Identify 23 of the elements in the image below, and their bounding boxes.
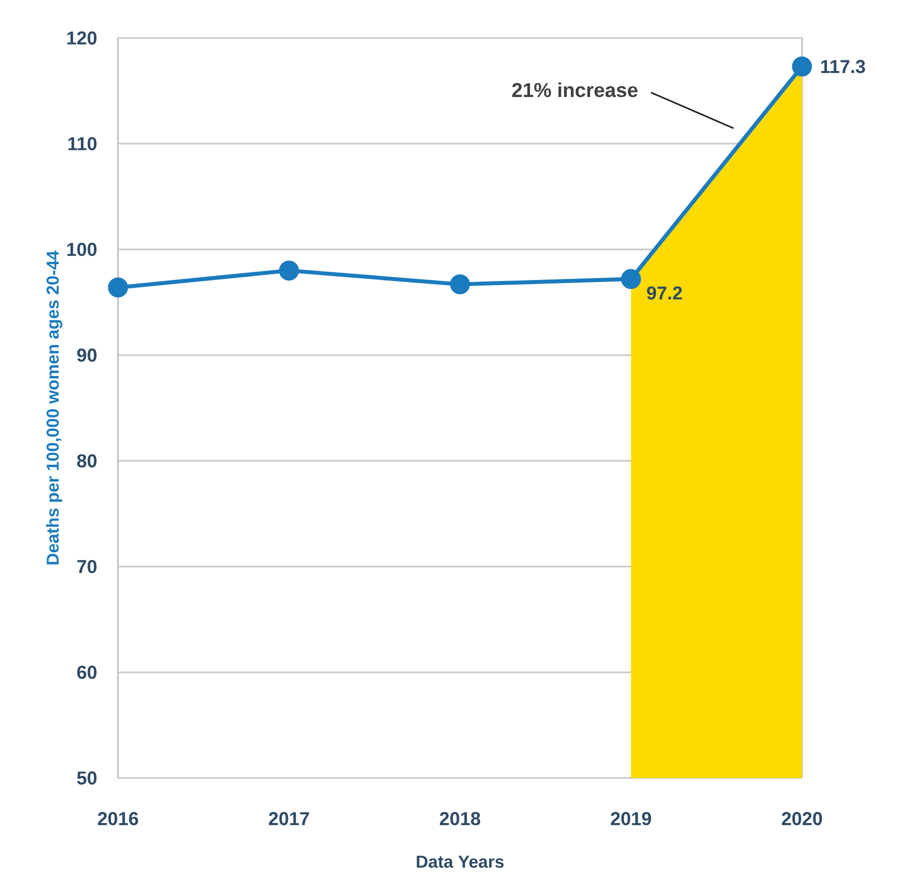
x-tick-label: 2016 [98,812,138,826]
y-tick-label: 90 [77,348,97,362]
x-tick-label: 2019 [610,812,652,826]
x-tick-label: 2020 [782,812,822,826]
data-label: 97.2 [647,286,682,300]
y-tick-label: 50 [77,771,97,785]
point [792,56,812,77]
point [279,260,299,281]
y-tick-label: 60 [77,666,97,679]
x-tick-label: 2017 [268,812,309,826]
y-tick-label: 80 [77,454,97,468]
annotation: 21% increase [512,82,638,98]
point [620,269,641,290]
data-label: 117.3 [821,60,866,74]
y-tick-label: 110 [68,137,97,150]
y-axis-title: Deaths per 100,000 women ages 20-44 [46,250,62,564]
y-tick-label: 120 [67,31,97,45]
point [450,274,470,294]
x-tick-label: 2018 [440,812,480,826]
y-tick-label: 70 [77,560,97,574]
x-axis-title: Data Years [416,856,504,868]
y-tick-label: 100 [67,242,97,256]
point [108,277,128,298]
